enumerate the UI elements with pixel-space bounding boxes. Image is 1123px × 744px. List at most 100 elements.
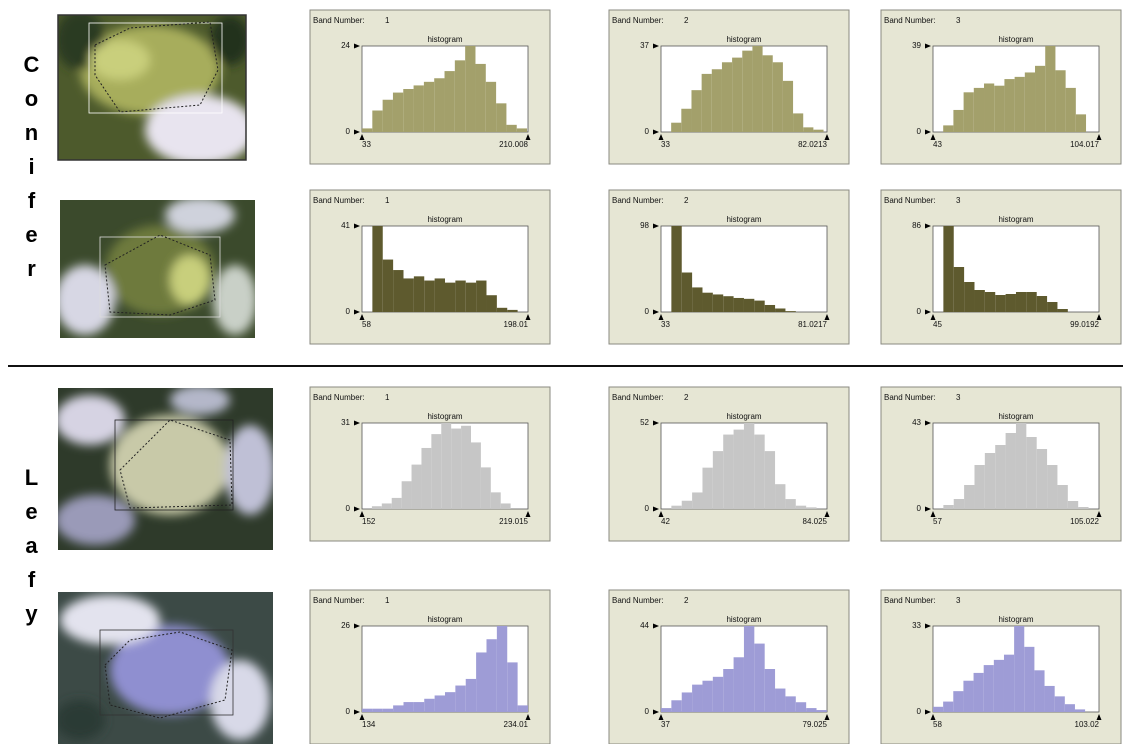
x-tick-label: 33 [661,320,670,329]
y-tick-label: 37 [640,41,649,50]
thumbnail [55,197,257,338]
histogram-bar [471,442,481,509]
histogram-bar [713,677,723,712]
band-number: 1 [385,596,390,605]
y-tick-label: 43 [912,418,921,427]
histogram-bar [796,506,806,509]
histogram-bar [995,445,1005,509]
x-tick-label: 84.025 [803,517,828,526]
x-tick-label: 33 [362,140,371,149]
histogram-bar [963,681,973,712]
histogram-bar [1035,66,1045,132]
y-tick-label: 52 [640,418,649,427]
histogram-bar [1016,423,1026,509]
x-tick-label: 198.01 [504,320,529,329]
histogram-bar [974,290,984,312]
y-tick-label: 0 [346,707,351,716]
histogram-bar [775,308,785,312]
histogram-bar [1026,292,1036,312]
y-tick-label: 0 [645,127,650,136]
histogram-bar [1057,309,1067,312]
histogram-bar [1037,296,1047,312]
histogram-bar [393,705,403,712]
histogram-bar [1045,46,1055,132]
histogram-bar [723,669,733,712]
histogram-bar [1076,114,1086,132]
histogram-bar [712,69,722,132]
chart-title: histogram [427,615,462,624]
x-tick-label: 57 [933,517,942,526]
histogram-panel: Band Number:1histogram031152219.015 [310,387,550,541]
histogram-bar [974,88,984,132]
histogram-bar [486,639,496,712]
histogram-bar [1047,465,1057,509]
histogram-bar [953,110,963,132]
band-label: Band Number: [313,16,365,25]
histogram-panel: Band Number:3histogram03358103.02 [881,590,1121,744]
histogram-bar [723,296,733,312]
histogram-bar [974,673,984,712]
y-tick-label: 41 [341,221,350,230]
histogram-bar [702,468,712,509]
histogram-bar [943,702,953,712]
band-number: 3 [956,196,961,205]
histogram-bar [455,686,465,712]
histogram-panel: Band Number:1histogram04158198.01 [310,190,550,344]
chart-title: histogram [427,35,462,44]
band-number: 3 [956,393,961,402]
band-label: Band Number: [884,196,936,205]
histogram-bar [1078,507,1088,509]
y-tick-label: 0 [645,504,650,513]
histogram-bar [954,267,964,312]
histogram-bar [943,125,953,132]
histogram-bar [974,465,984,509]
histogram-panel: Band Number:2histogram0524284.025 [609,387,849,541]
band-label: Band Number: [884,16,936,25]
histogram-bar [671,506,681,509]
group-label: Conifer [18,52,44,290]
chart-title: histogram [726,412,761,421]
y-tick-label: 86 [912,221,921,230]
histogram-bar [461,426,471,509]
histogram-bar [1015,77,1025,132]
page: {"groups": [{"label": "Conifer"}, {"labe… [0,0,1123,744]
band-label: Band Number: [612,393,664,402]
histogram-bar [742,51,752,132]
band-number: 2 [684,393,689,402]
histogram-bar [682,692,692,712]
chart-title: histogram [726,615,761,624]
chart-title: histogram [998,615,1033,624]
histogram-bar [403,278,413,312]
y-tick-label: 39 [912,41,921,50]
x-tick-label: 103.02 [1075,720,1100,729]
histogram-bar [455,60,465,132]
histogram-bar [783,81,793,132]
y-tick-label: 33 [912,621,921,630]
histogram-bar [1065,704,1075,712]
histogram-bar [763,55,773,132]
histogram-panel: Band Number:3histogram03943104.017 [881,10,1121,164]
histogram-bar [1055,70,1065,132]
histogram-bar [671,700,681,712]
histogram-bar [734,298,744,312]
histogram-bar [765,669,775,712]
x-tick-label: 134 [362,720,376,729]
y-tick-label: 0 [346,127,351,136]
band-number: 1 [385,393,390,402]
histogram-bar [773,62,783,132]
band-label: Band Number: [313,393,365,402]
histogram-bar [995,295,1005,312]
histogram-bar [393,270,403,312]
histogram-bar [692,492,702,509]
histogram-bar [953,691,963,712]
y-tick-label: 0 [346,504,351,513]
histogram-bar [954,499,964,509]
histogram-bar [506,125,516,132]
band-label: Band Number: [612,196,664,205]
histogram-bar [702,681,712,712]
histogram-bar [424,699,434,712]
histogram-bar [372,506,382,509]
histogram-panel: Band Number:1histogram026134234.01 [310,590,550,744]
x-tick-label: 37 [661,720,670,729]
